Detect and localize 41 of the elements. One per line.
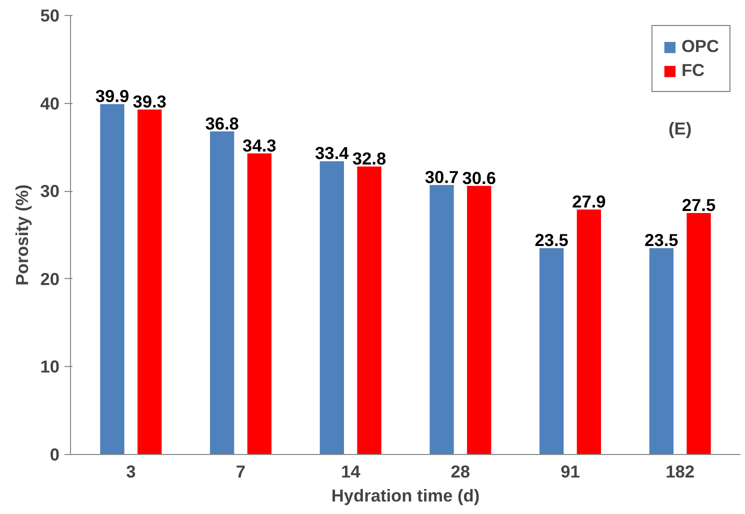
bar [540,248,564,454]
legend-label: OPC [681,36,719,57]
bar [357,166,382,454]
data-label: 39.3 [132,91,167,112]
data-label: 39.9 [95,86,130,106]
data-label: 23.5 [644,230,679,250]
bar [247,153,272,454]
data-label: 30.6 [462,168,496,188]
bar [138,109,162,454]
y-tick-label: 20 [40,268,60,289]
data-label: 34.3 [242,135,277,156]
x-tick-label: 7 [236,462,246,482]
y-axis-title: Porosity (%) [12,184,32,286]
data-label: 32.8 [352,148,386,169]
data-label: 27.5 [682,195,716,216]
x-tick-label: 182 [666,462,695,482]
y-tick-label: 0 [50,444,60,464]
bar [686,213,711,454]
x-tick-label: 3 [126,462,136,482]
data-label: 36.8 [205,113,240,134]
y-tick-label: 40 [40,93,60,114]
data-label: 27.9 [572,192,606,212]
x-axis-title: Hydration time (d) [331,486,480,506]
y-tick-label: 50 [40,6,60,26]
bar [100,104,124,454]
bar [320,161,344,454]
y-tick-label: 10 [40,356,60,377]
bar [430,184,454,454]
bar [649,248,674,454]
data-label: 23.5 [534,230,569,250]
legend-label: FC [681,60,705,81]
data-label: 33.4 [315,143,350,164]
x-tick-label: 28 [450,462,470,482]
y-tick-label: 30 [40,181,60,202]
bar [576,210,602,454]
bar [210,131,234,454]
x-tick-label: 14 [340,462,361,482]
annotation: (E) [668,118,692,138]
data-label: 30.7 [424,166,459,187]
bar [467,186,492,454]
x-tick-label: 91 [560,462,580,482]
